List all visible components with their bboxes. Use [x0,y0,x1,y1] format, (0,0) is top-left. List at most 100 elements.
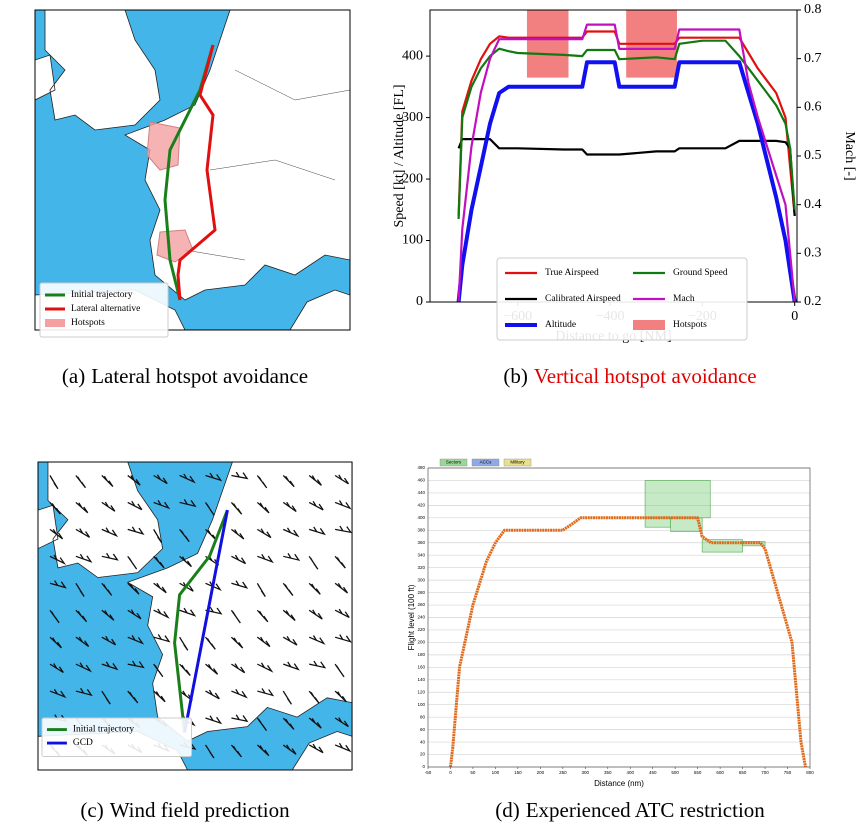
wind-barb [334,555,346,569]
x-tick-label: 750 [784,770,792,775]
caption-text: Lateral hotspot avoidance [91,364,308,388]
wind-barb [153,634,171,643]
wind-barb [49,663,64,674]
y2-tick-label: 0.8 [804,2,822,17]
y-tick-label: 480 [417,465,425,470]
y-tick-label: 320 [417,565,425,570]
wind-barb [204,636,216,650]
x-tick-label: 0 [449,770,452,775]
x-tick-label: 600 [716,770,724,775]
wind-barb [179,499,197,508]
wind-barb [334,474,350,485]
wind-barb [282,527,300,538]
wind-barb [282,717,295,730]
wind-barb [75,687,93,697]
lateral-alternative [176,44,217,301]
y-tick-label: 220 [417,627,425,632]
wind-barb [231,580,249,589]
legend-label: GCD [73,738,93,748]
wind-barb [334,717,349,728]
y-tick-label: 200 [402,171,423,186]
x-tick-label: 550 [694,770,702,775]
wind-barb [283,661,300,671]
x-tick-label: 250 [559,770,567,775]
y-tick-label: 60 [420,727,426,732]
legend-label: Hotspots [71,318,105,328]
legend-label: Initial trajectory [71,290,133,300]
legend-box [41,717,193,758]
wind-barb [75,553,93,563]
wind-barb [179,555,192,568]
y-tick-label: 300 [417,577,425,582]
wind-barb [231,554,247,565]
wind-barb [101,609,115,621]
wind-barb [308,743,324,754]
wind-barb [127,474,141,486]
y-tick-label: 140 [417,677,425,682]
x-tick-label: 450 [649,770,657,775]
wind-barb [101,582,113,596]
legend-label: Hotspots [673,320,707,330]
map-frame [37,461,353,771]
wind-barb [127,526,145,535]
wind-barb [283,553,301,562]
wind-barb [179,663,191,676]
wind-barb [101,690,111,705]
wind-barb [256,501,270,514]
wind-barb [153,663,164,678]
y-tick-label: 0 [416,294,423,309]
wind-barb [204,502,215,516]
wind-barb [75,662,93,673]
x-tick-label: 650 [739,770,747,775]
wind-barb [153,500,171,510]
gcd [183,509,229,733]
wind-barb [49,636,62,649]
y-axis-label: Flight level (100 ft) [407,584,416,650]
y-tick-label: 300 [402,110,423,125]
wind-barb [101,661,119,671]
map-frame [34,9,351,331]
caption-text: Experienced ATC restriction [526,798,766,822]
y-tick-label: 360 [417,540,425,545]
wind-barb [308,690,320,704]
wind-barb [256,582,266,597]
wind-barb [127,660,145,669]
y-tick-label: 380 [417,527,425,532]
y-tick-label: 340 [417,552,425,557]
chart-d: 0 20 40 60 80 100 120 140 160 180 200 220 240 260 280 3… [407,458,814,788]
x-tick-label: 350 [604,770,612,775]
legend-label: Ground Speed [673,268,728,278]
restriction [670,517,703,532]
wind-barb [204,744,215,759]
legend-label: Sectors [446,460,462,465]
caption-text: Wind field prediction [110,798,290,822]
wind-barb [205,715,223,725]
y-tick-label: 80 [420,714,426,719]
legend-label: ACCs [480,460,493,465]
series-line [457,23,796,303]
wind-barb [179,636,189,651]
wind-barb [101,475,114,487]
x-tick-label: -50 [425,770,432,775]
wind-barb [256,636,271,648]
wind-barb [308,555,319,570]
wind-barb [101,635,117,646]
x-tick-label: 300 [582,770,590,775]
borders [184,69,350,261]
legend-swatch [439,458,468,467]
wind-barb [256,609,269,623]
wind-barb [282,690,293,705]
y-tick-label: 40 [420,739,426,744]
legend-label: Military [510,460,525,465]
y-tick-label: 160 [417,665,425,670]
x-tick-label: 100 [492,770,500,775]
legend-label: Lateral alternative [71,304,140,314]
caption: (b) Vertical hotspot avoidance [503,364,756,388]
restriction [644,480,711,519]
wind-barb [334,742,352,753]
wind-barb [256,528,272,539]
wind-barb [257,553,274,564]
wind-barb [127,635,145,645]
wind-barb [231,714,249,723]
wind-barb [179,473,196,484]
